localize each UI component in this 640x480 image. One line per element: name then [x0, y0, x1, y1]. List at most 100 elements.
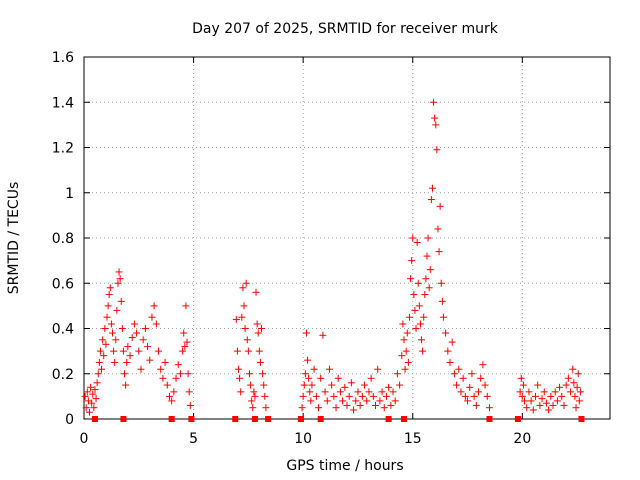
data-point	[114, 279, 122, 287]
data-point	[571, 392, 579, 400]
data-point	[113, 306, 121, 314]
data-point	[536, 401, 544, 409]
y-tick-label: 0.2	[52, 367, 74, 383]
data-point	[107, 320, 115, 328]
y-tick-label: 1.6	[52, 50, 74, 66]
data-point	[367, 374, 375, 382]
data-point	[87, 383, 95, 391]
data-point	[315, 404, 323, 412]
data-point	[101, 325, 109, 332]
data-point	[111, 358, 119, 366]
data-point	[420, 313, 428, 321]
data-point	[259, 370, 267, 378]
data-point	[300, 381, 308, 389]
data-point	[485, 404, 493, 412]
data-point	[240, 302, 248, 310]
data-point	[517, 374, 525, 382]
data-point	[419, 347, 427, 355]
data-point	[159, 374, 167, 382]
data-point	[538, 395, 546, 403]
y-tick-label: 1	[65, 186, 74, 202]
data-point	[247, 381, 255, 389]
data-point	[553, 397, 561, 405]
data-point	[235, 365, 243, 373]
zero-marker	[578, 416, 585, 422]
data-point	[403, 329, 411, 337]
data-point	[330, 392, 338, 400]
data-point	[466, 383, 474, 391]
data-point	[481, 381, 489, 389]
data-point	[352, 397, 360, 405]
data-point	[238, 313, 246, 321]
data-point	[81, 392, 89, 400]
zero-marker	[486, 416, 493, 422]
data-point	[472, 401, 480, 409]
data-point	[233, 347, 241, 355]
axes: 0 0.2 0.4 0.6 0.8 1 1.2 1.4 1.6 0 5 10 15 20	[52, 50, 611, 447]
data-point	[455, 365, 463, 373]
y-tick-label: 0.8	[52, 231, 74, 247]
data-point	[401, 365, 409, 373]
data-point	[564, 374, 572, 382]
data-point	[239, 284, 247, 292]
data-point	[448, 338, 456, 346]
data-point	[119, 347, 127, 355]
y-axis-label: SRMTID / TECUs	[6, 182, 22, 295]
data-point	[527, 397, 535, 405]
zero-marker	[514, 416, 521, 422]
data-point	[170, 388, 178, 396]
data-point	[112, 336, 120, 344]
data-point	[525, 388, 533, 396]
data-point	[371, 401, 379, 409]
data-point	[232, 315, 240, 323]
data-point	[475, 388, 482, 396]
data-point	[439, 313, 447, 321]
data-point	[250, 388, 258, 396]
data-point	[477, 374, 485, 382]
x-tick-label: 15	[404, 431, 422, 447]
data-point	[332, 404, 340, 412]
data-point	[304, 356, 312, 364]
data-point	[405, 313, 413, 321]
data-point	[459, 374, 467, 382]
data-point	[100, 352, 108, 360]
data-point	[549, 401, 557, 409]
data-point	[464, 397, 472, 405]
data-point	[354, 388, 362, 396]
data-point	[93, 379, 101, 387]
data-point	[434, 225, 442, 233]
data-point	[421, 291, 429, 299]
data-point	[104, 302, 112, 310]
data-point	[567, 388, 575, 396]
data-point	[176, 370, 184, 378]
data-point	[310, 365, 318, 373]
data-point	[92, 395, 100, 403]
data-point	[356, 401, 364, 409]
data-point	[301, 370, 309, 378]
data-point	[328, 381, 336, 389]
data-point	[248, 397, 256, 405]
data-point	[82, 404, 90, 412]
data-point	[157, 365, 165, 373]
x-tick-label: 0	[80, 431, 89, 447]
data-point	[382, 392, 390, 400]
data-point	[306, 388, 314, 396]
data-point	[411, 306, 419, 314]
data-point	[398, 352, 406, 360]
data-point	[137, 365, 145, 373]
data-point	[106, 284, 114, 292]
data-point	[98, 365, 106, 373]
data-point	[540, 388, 548, 396]
data-point	[433, 146, 441, 154]
data-point	[378, 388, 386, 396]
data-point	[365, 388, 373, 396]
data-point	[574, 370, 582, 378]
data-point	[572, 404, 580, 412]
data-point	[576, 388, 584, 396]
data-point	[141, 325, 149, 332]
data-point	[255, 347, 263, 355]
data-point	[261, 392, 269, 400]
data-point	[558, 392, 566, 400]
data-point	[407, 275, 415, 283]
